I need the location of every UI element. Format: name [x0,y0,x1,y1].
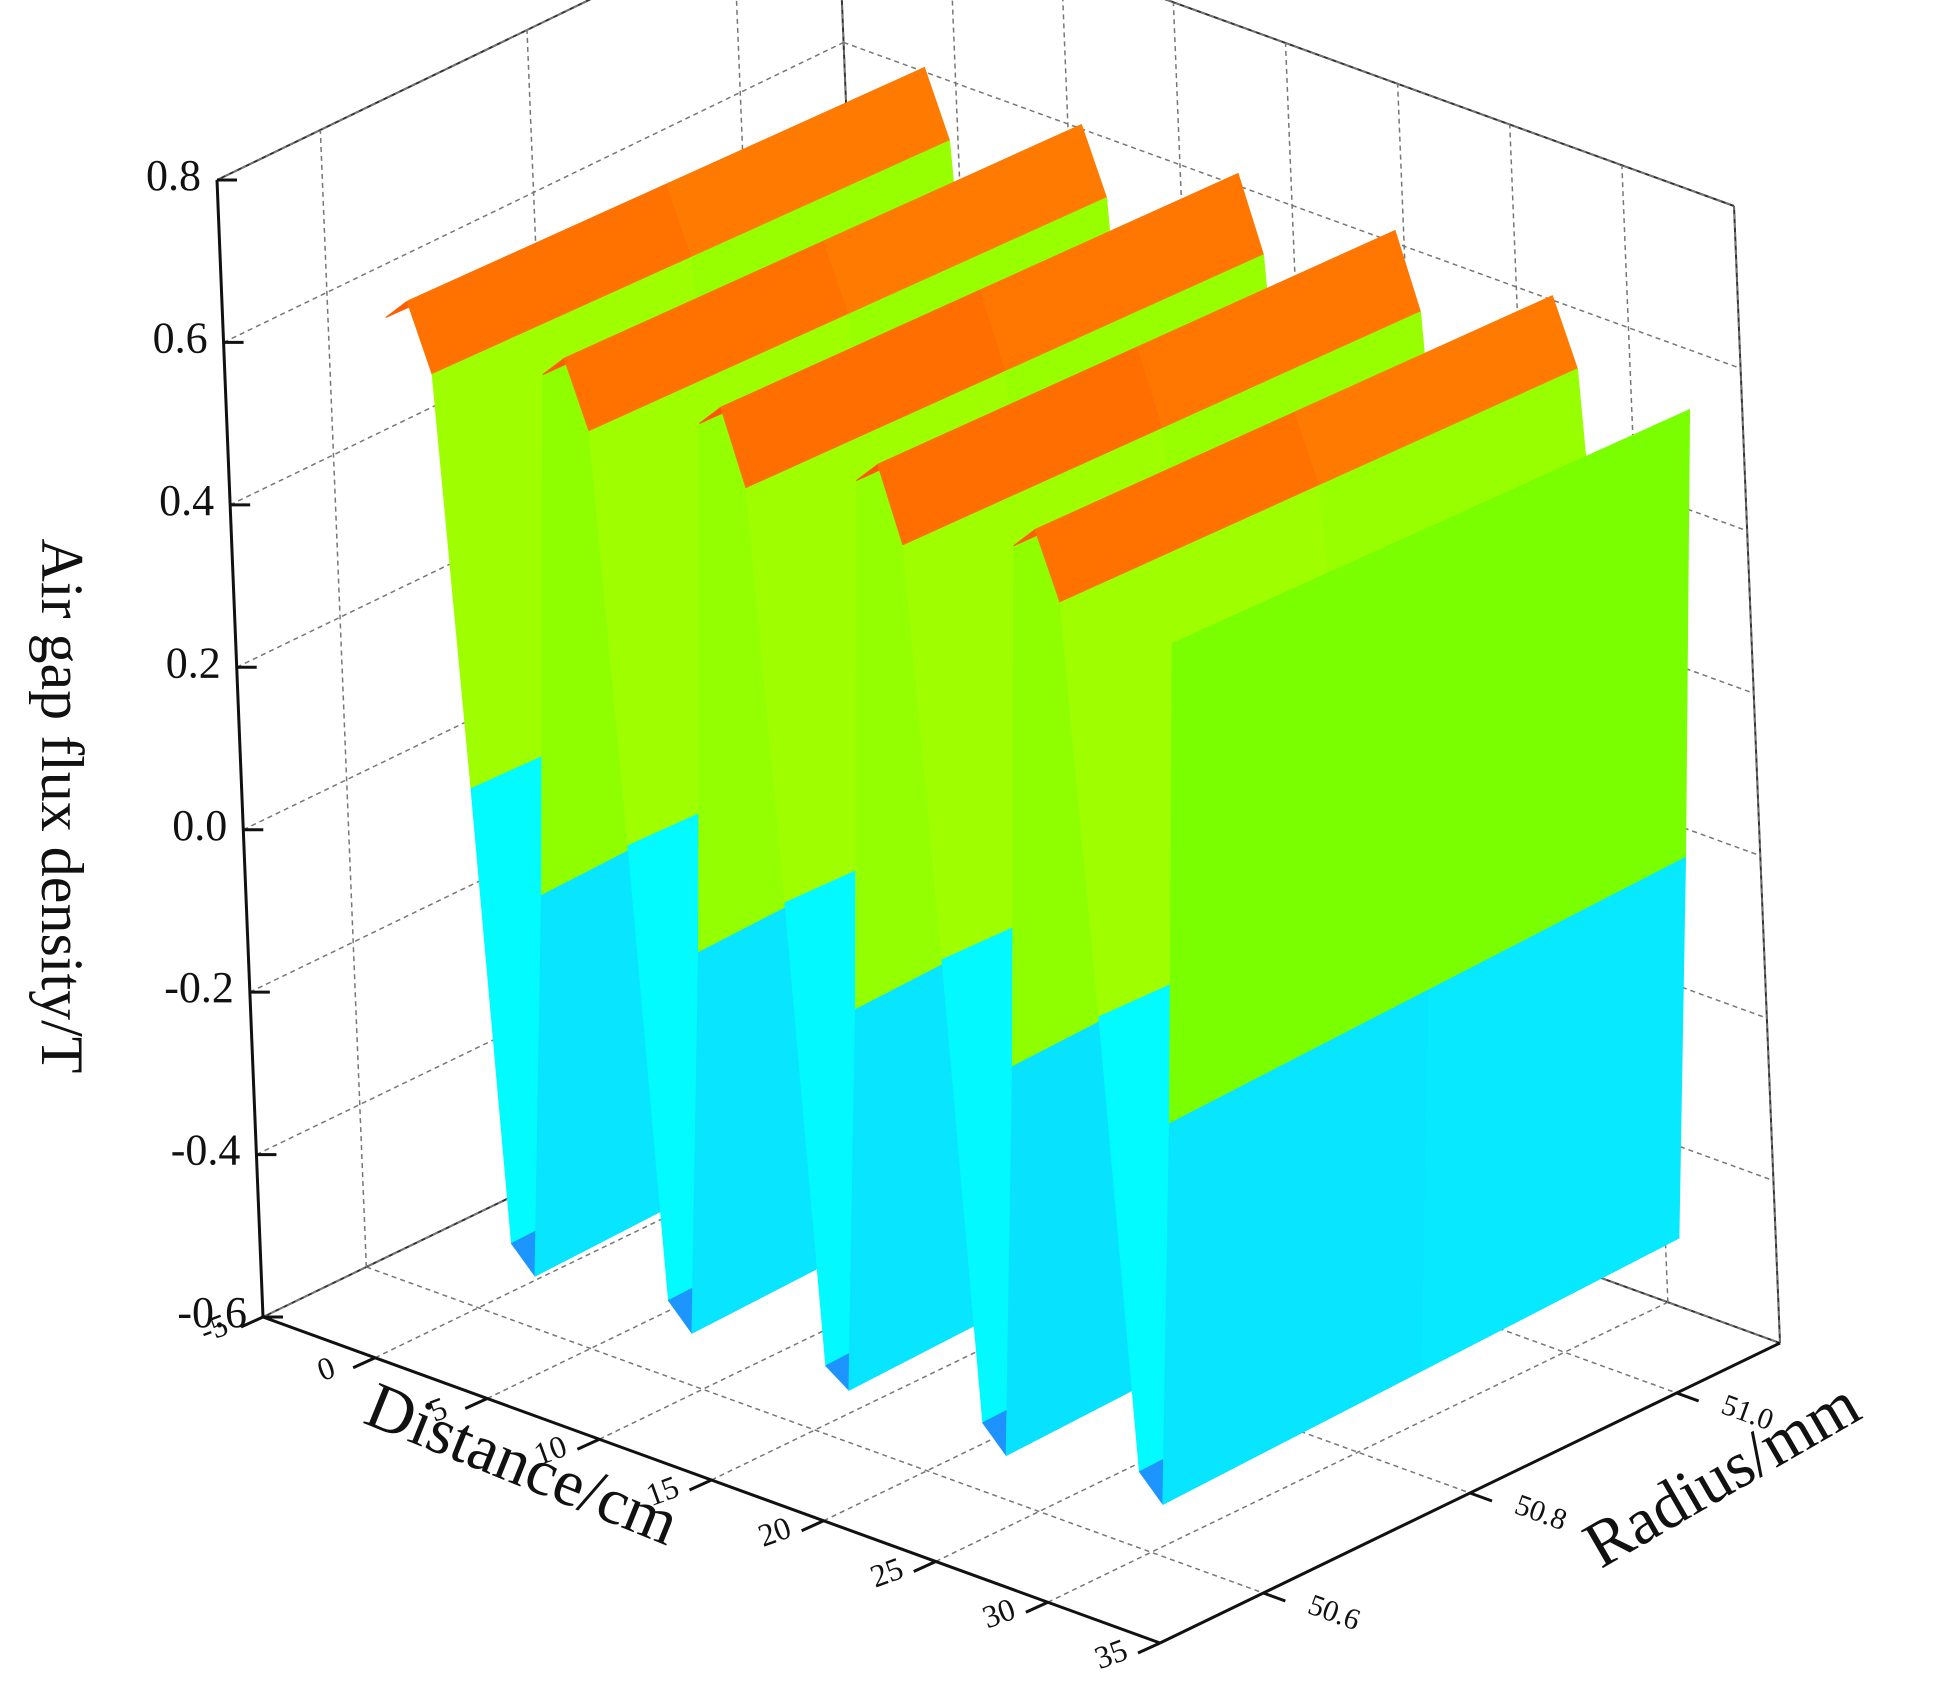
x-tick [913,1560,937,1573]
z-tick-label: 0.2 [166,638,221,687]
x-tick-label: 20 [753,1509,795,1554]
y-tick-label: 50.8 [1511,1488,1572,1537]
x-tick [576,1437,600,1451]
x-tick [801,1519,825,1533]
x-tick-label: 25 [865,1550,907,1595]
x-tick [352,1356,376,1370]
z-tick-label: 0.8 [146,151,201,200]
x-tick [464,1397,488,1410]
axes: -0.6-0.4-0.20.00.20.40.60.8-505101520253… [146,151,1781,1676]
y-tick [1262,1591,1286,1603]
z-tick-label: 0.0 [172,801,227,850]
x-tick-label: 0 [312,1349,339,1388]
y-axis-label: Radius/mm [1572,1367,1872,1582]
x-tick [240,1315,264,1329]
z-axis-label: Air gap flux density/T [29,539,95,1074]
y-tick [1676,1391,1700,1403]
x-tick-label: 30 [977,1590,1019,1635]
x-tick [688,1478,713,1492]
z-tick-label: -0.4 [171,1126,241,1175]
z-axis [215,179,265,1318]
y-tick-label: 50.6 [1304,1588,1365,1637]
grid-line [319,129,368,1268]
z-tick-label: -0.6 [177,1288,247,1337]
x-tick [1137,1641,1161,1655]
y-tick [1469,1491,1493,1503]
x-tick-label: 35 [1090,1631,1132,1676]
grid-line [1047,1301,1669,1603]
surface [385,66,1691,1506]
grid-line [1733,205,1781,1344]
z-tick-label: 0.6 [153,314,208,363]
z-tick-label: 0.4 [159,476,214,525]
grid-line [366,1266,1264,1594]
z-tick-label: -0.2 [164,963,234,1012]
surface-patch [1169,525,1432,1124]
x-axis-label: Distance/cm [356,1368,689,1559]
x-tick [1025,1600,1049,1614]
